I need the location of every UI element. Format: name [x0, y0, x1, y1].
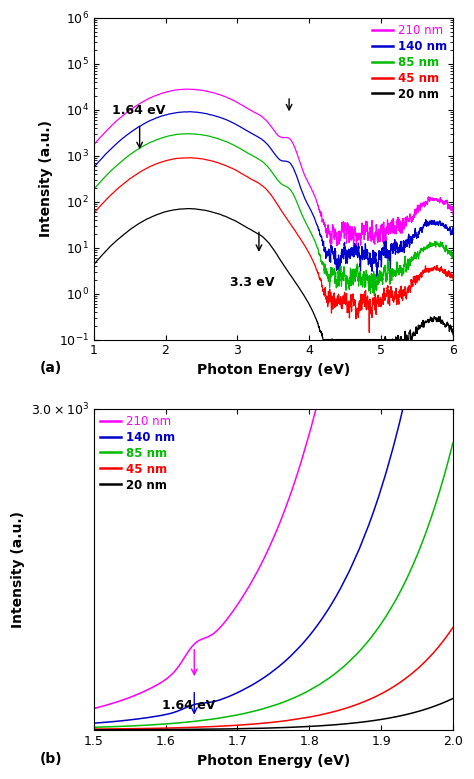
Y-axis label: Intensity (a.u.): Intensity (a.u.) [11, 511, 25, 628]
Legend: 210 nm, 140 nm, 85 nm, 45 nm, 20 nm: 210 nm, 140 nm, 85 nm, 45 nm, 20 nm [372, 24, 447, 100]
Text: 1.64 eV: 1.64 eV [162, 699, 215, 712]
Text: (a): (a) [40, 361, 62, 375]
Text: (b): (b) [40, 752, 63, 766]
Legend: 210 nm, 140 nm, 85 nm, 45 nm, 20 nm: 210 nm, 140 nm, 85 nm, 45 nm, 20 nm [100, 414, 174, 492]
X-axis label: Photon Energy (eV): Photon Energy (eV) [197, 363, 350, 377]
X-axis label: Photon Energy (eV): Photon Energy (eV) [197, 754, 350, 768]
Text: 3.3 eV: 3.3 eV [230, 276, 275, 288]
Y-axis label: Intensity (a.u.): Intensity (a.u.) [39, 120, 53, 238]
Text: 1.64 eV: 1.64 eV [111, 104, 165, 118]
